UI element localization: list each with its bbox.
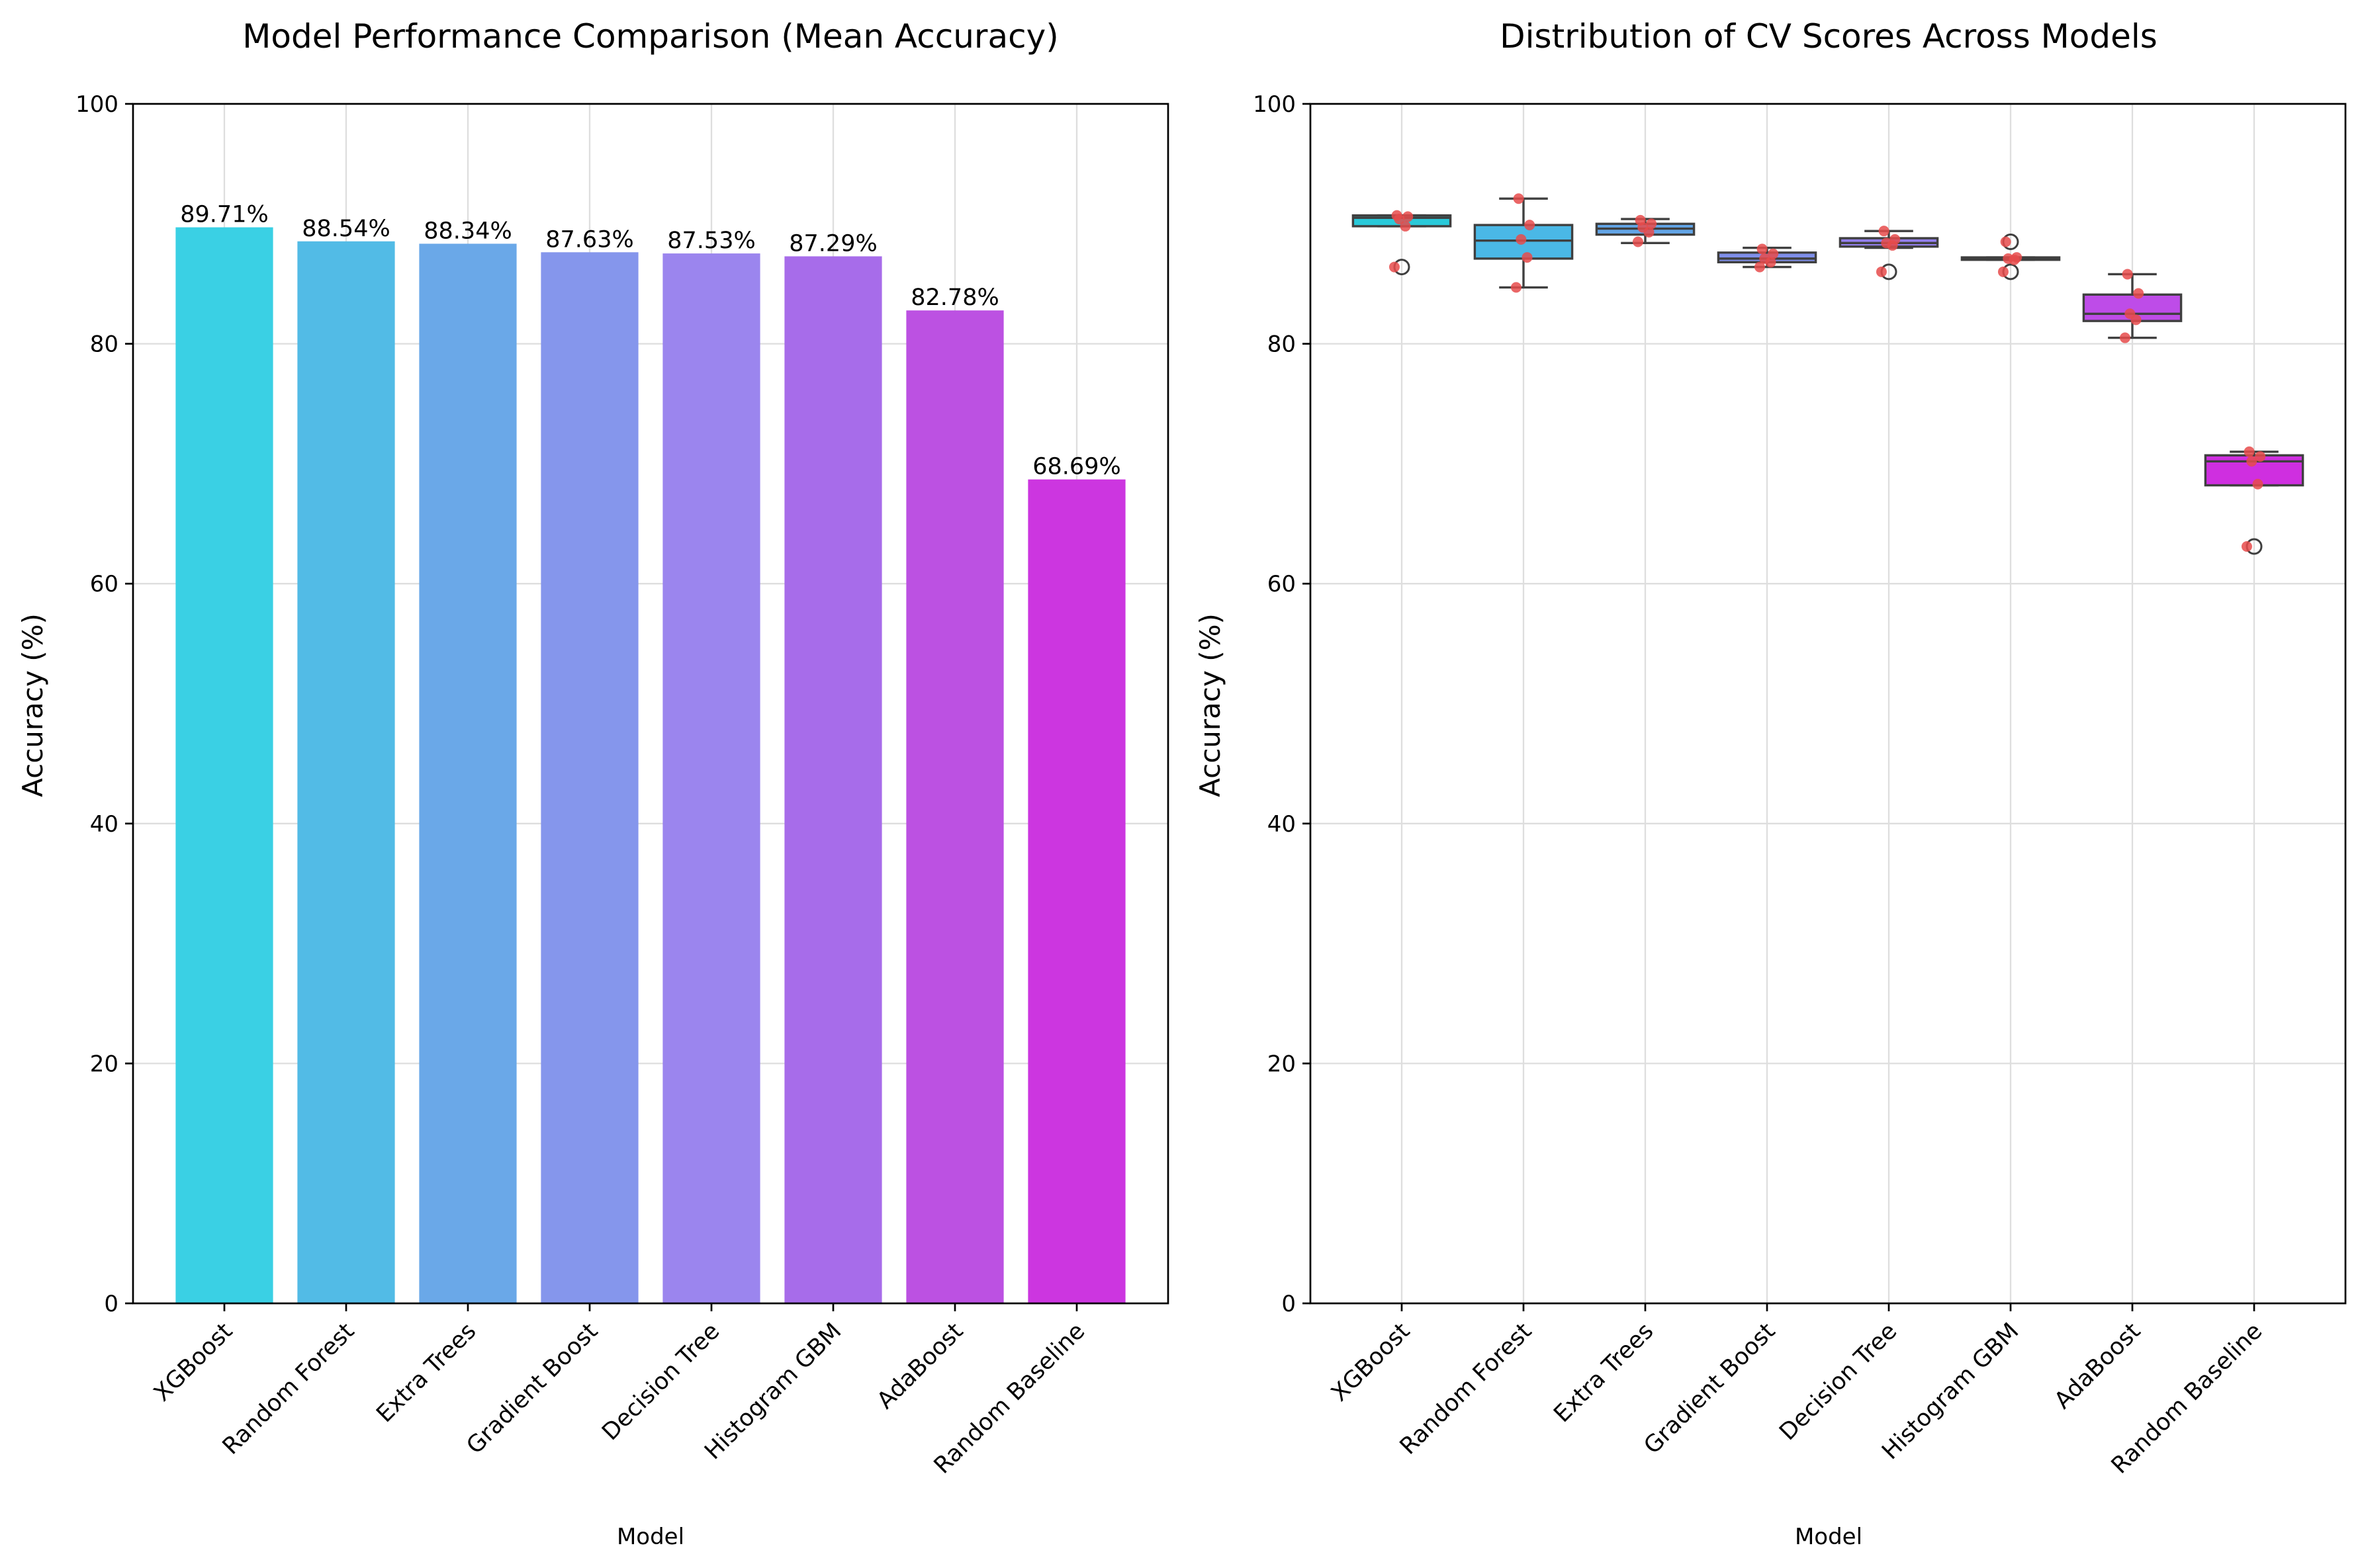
- x-tick-label: XGBoost: [149, 1318, 238, 1407]
- cv-score-point: [2119, 332, 2130, 343]
- x-tick-label: Extra Trees: [371, 1318, 481, 1428]
- bar: [541, 252, 639, 1304]
- bar: [906, 310, 1004, 1303]
- bar: [1028, 479, 1126, 1303]
- box-group: [1473, 193, 1574, 293]
- bar: [297, 241, 395, 1304]
- bar-chart-x-axis-label: Model: [617, 1524, 684, 1550]
- y-tick-label: 0: [1281, 1291, 1296, 1317]
- box-group: [1960, 233, 2061, 281]
- cv-score-point: [1646, 218, 1657, 230]
- cv-score-point: [2000, 236, 2011, 247]
- box-group: [2204, 446, 2304, 555]
- cv-score-point: [1997, 266, 2009, 277]
- x-tick-label: Histogram GBM: [1877, 1318, 2024, 1465]
- bar-value-label: 87.63%: [545, 226, 633, 253]
- bar-value-label: 88.34%: [424, 218, 512, 244]
- cv-score-point: [1513, 193, 1524, 204]
- bar-chart-panel: Model Performance Comparison (Mean Accur…: [17, 17, 1169, 1550]
- box-plot-title: Distribution of CV Scores Across Models: [1500, 17, 2158, 56]
- cv-score-point: [2241, 541, 2252, 552]
- cv-score-point: [1510, 282, 1522, 293]
- bar-value-label: 82.78%: [911, 284, 999, 311]
- cv-score-point: [1878, 226, 1889, 237]
- box-plot-y-axis-label: Accuracy (%): [1194, 613, 1226, 797]
- bar-value-label: 88.54%: [302, 216, 390, 242]
- cv-score-point: [2246, 456, 2257, 467]
- bar-chart-bars: 89.71% 88.54% 88.34% 87.63% 87.53% 87.29% 82.7…: [175, 202, 1126, 1304]
- y-tick-label: 100: [1253, 91, 1296, 118]
- x-tick-label: XGBoost: [1326, 1318, 1415, 1407]
- x-tick-label: Random Forest: [218, 1318, 360, 1460]
- box-group: [1351, 210, 1452, 276]
- plot-frame: [1309, 103, 2347, 1305]
- cv-score-point: [1889, 234, 1901, 245]
- cv-score-point: [1391, 210, 1402, 221]
- bar: [784, 256, 882, 1303]
- box-plot-x-axis-label: Model: [1795, 1524, 1862, 1550]
- box-group: [1595, 214, 1696, 247]
- cv-score-point: [2011, 252, 2022, 263]
- cv-score-point: [1881, 238, 1892, 249]
- cv-score-point: [1768, 248, 1779, 259]
- cv-score-point: [1516, 234, 1527, 245]
- cv-score-point: [2133, 288, 2144, 299]
- y-tick-label: 60: [90, 571, 118, 597]
- cv-score-point: [1759, 253, 1770, 264]
- cv-score-point: [2122, 269, 2133, 280]
- box-group: [1717, 243, 1817, 273]
- y-tick-label: 60: [1267, 571, 1296, 597]
- y-tick-label: 100: [75, 91, 118, 118]
- x-tick-label: Decision Tree: [597, 1318, 725, 1446]
- cv-score-point: [2003, 253, 2014, 264]
- x-tick-label: AdaBoost: [2050, 1318, 2146, 1415]
- y-tick-label: 80: [90, 331, 118, 358]
- cv-score-point: [1756, 243, 1768, 255]
- box-group: [1839, 226, 1939, 281]
- x-tick-label: Random Forest: [1395, 1318, 1537, 1460]
- box-plot-boxes: [1351, 193, 2304, 555]
- bar: [662, 253, 760, 1304]
- cv-score-point: [1522, 252, 1533, 263]
- bar-value-label: 87.53%: [667, 228, 755, 254]
- plot-frame: [132, 103, 1169, 1305]
- bar-chart-y-axis-label: Accuracy (%): [17, 613, 49, 797]
- bar-chart-grid: [133, 103, 1168, 1305]
- x-tick-label: Decision Tree: [1774, 1318, 1902, 1446]
- x-tick-label: Histogram GBM: [700, 1318, 846, 1465]
- y-tick-label: 40: [90, 811, 118, 838]
- x-tick-label: Extra Trees: [1549, 1318, 1658, 1428]
- cv-score-point: [1876, 266, 1887, 277]
- cv-score-point: [1524, 220, 1535, 231]
- bar-value-label: 89.71%: [180, 202, 268, 228]
- cv-score-point: [2255, 451, 2266, 462]
- cv-score-point: [1388, 261, 1400, 273]
- box-group: [2082, 269, 2183, 343]
- cv-score-point: [1754, 261, 1765, 273]
- cv-score-point: [1635, 214, 1646, 226]
- bar: [419, 243, 517, 1304]
- y-tick-label: 20: [90, 1051, 118, 1077]
- cv-score-point: [1402, 211, 1414, 222]
- y-tick-label: 40: [1267, 811, 1296, 838]
- cv-score-point: [2244, 446, 2255, 457]
- cv-score-point: [2252, 478, 2263, 490]
- bar-value-label: 68.69%: [1032, 454, 1120, 480]
- box-plot-grid: [1310, 103, 2345, 1305]
- cv-score-point: [2124, 308, 2136, 320]
- cv-score-point: [1400, 220, 1411, 232]
- box-plot-panel: Distribution of CV Scores Across Models …: [1194, 17, 2347, 1550]
- bar-chart-title: Model Performance Comparison (Mean Accur…: [242, 17, 1058, 56]
- y-tick-label: 80: [1267, 331, 1296, 358]
- cv-score-point: [1632, 236, 1643, 247]
- x-tick-label: AdaBoost: [872, 1318, 969, 1415]
- y-tick-label: 20: [1267, 1051, 1296, 1077]
- x-tick-label: Gradient Boost: [1639, 1318, 1781, 1459]
- x-tick-label: Gradient Boost: [462, 1318, 604, 1459]
- y-tick-label: 0: [104, 1291, 118, 1317]
- bar-value-label: 87.29%: [789, 230, 877, 257]
- bar: [175, 227, 273, 1303]
